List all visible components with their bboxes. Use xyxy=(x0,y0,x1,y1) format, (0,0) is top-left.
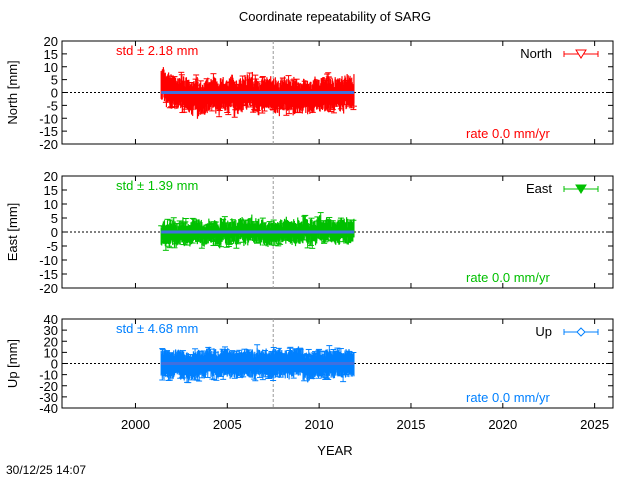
y-tick-label: 0 xyxy=(51,225,58,240)
y-tick-label: 10 xyxy=(44,197,58,212)
y-tick-label: 20 xyxy=(44,34,58,49)
y-axis-label: North [mm] xyxy=(5,60,20,124)
y-axis-label: East [mm] xyxy=(5,203,20,262)
y-tick-label: -20 xyxy=(39,281,58,296)
legend-marker-triangle-icon xyxy=(575,184,587,194)
y-tick-label: -10 xyxy=(39,253,58,268)
y-tick-label: 15 xyxy=(44,183,58,198)
y-tick-label: 0 xyxy=(51,86,58,101)
rate-label: rate 0.0 mm/yr xyxy=(466,270,550,285)
x-tick-label: 2010 xyxy=(305,417,334,432)
y-tick-label: 0 xyxy=(51,357,58,372)
rate-label: rate 0.0 mm/yr xyxy=(466,390,550,405)
legend-marker-triangle-icon xyxy=(575,49,587,59)
y-tick-label: 40 xyxy=(44,312,58,327)
legend-label: North xyxy=(520,46,552,61)
y-tick-label: -5 xyxy=(46,98,58,113)
legend-label: East xyxy=(526,181,552,196)
y-tick-label: 15 xyxy=(44,47,58,62)
std-label: std ± 2.18 mm xyxy=(116,43,198,58)
y-tick-label: 30 xyxy=(44,323,58,338)
y-tick-label: -5 xyxy=(46,239,58,254)
x-tick-label: 2015 xyxy=(397,417,426,432)
x-tick-label: 2005 xyxy=(213,417,242,432)
rate-label: rate 0.0 mm/yr xyxy=(466,126,550,141)
y-tick-label: -30 xyxy=(39,390,58,405)
y-tick-label: -20 xyxy=(39,137,58,152)
y-tick-label: 10 xyxy=(44,60,58,75)
y-tick-label: 20 xyxy=(44,169,58,184)
timestamp: 30/12/25 14:07 xyxy=(6,463,86,477)
std-label: std ± 4.68 mm xyxy=(116,321,198,336)
x-tick-label: 2025 xyxy=(580,417,609,432)
y-axis-label: Up [mm] xyxy=(5,339,20,388)
y-tick-label: -15 xyxy=(39,267,58,282)
legend-label: Up xyxy=(535,324,552,339)
y-tick-label: 5 xyxy=(51,211,58,226)
y-tick-label: 20 xyxy=(44,334,58,349)
y-tick-label: 5 xyxy=(51,73,58,88)
chart-title: Coordinate repeatability of SARG xyxy=(239,9,431,24)
y-tick-label: -10 xyxy=(39,368,58,383)
x-axis-label: YEAR xyxy=(317,443,352,458)
y-tick-label: -40 xyxy=(39,401,58,416)
x-tick-label: 2020 xyxy=(488,417,517,432)
y-tick-label: -10 xyxy=(39,111,58,126)
y-tick-label: -15 xyxy=(39,124,58,139)
y-tick-label: 10 xyxy=(44,345,58,360)
x-tick-label: 2000 xyxy=(121,417,150,432)
std-label: std ± 1.39 mm xyxy=(116,178,198,193)
legend-marker-diamond-icon xyxy=(576,327,586,337)
y-tick-label: -20 xyxy=(39,379,58,394)
